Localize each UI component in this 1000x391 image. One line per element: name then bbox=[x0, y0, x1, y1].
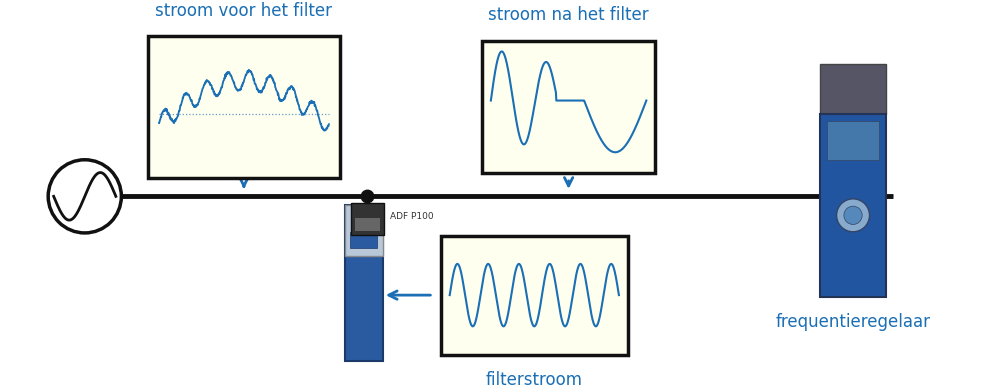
Text: filterstroom: filterstroom bbox=[486, 371, 583, 389]
FancyBboxPatch shape bbox=[345, 206, 383, 256]
FancyBboxPatch shape bbox=[350, 232, 377, 248]
FancyBboxPatch shape bbox=[820, 114, 886, 297]
FancyBboxPatch shape bbox=[441, 236, 628, 355]
FancyBboxPatch shape bbox=[148, 36, 340, 178]
FancyBboxPatch shape bbox=[345, 206, 383, 361]
FancyBboxPatch shape bbox=[482, 41, 655, 174]
FancyBboxPatch shape bbox=[355, 218, 380, 231]
Text: frequentieregelaar: frequentieregelaar bbox=[776, 314, 931, 332]
FancyBboxPatch shape bbox=[351, 203, 384, 235]
Circle shape bbox=[837, 199, 870, 232]
Text: ADF P100: ADF P100 bbox=[390, 212, 434, 221]
Text: stroom voor het filter: stroom voor het filter bbox=[155, 2, 332, 20]
FancyBboxPatch shape bbox=[820, 64, 886, 114]
Circle shape bbox=[844, 206, 862, 224]
FancyBboxPatch shape bbox=[827, 121, 879, 160]
Text: stroom na het filter: stroom na het filter bbox=[488, 6, 649, 24]
